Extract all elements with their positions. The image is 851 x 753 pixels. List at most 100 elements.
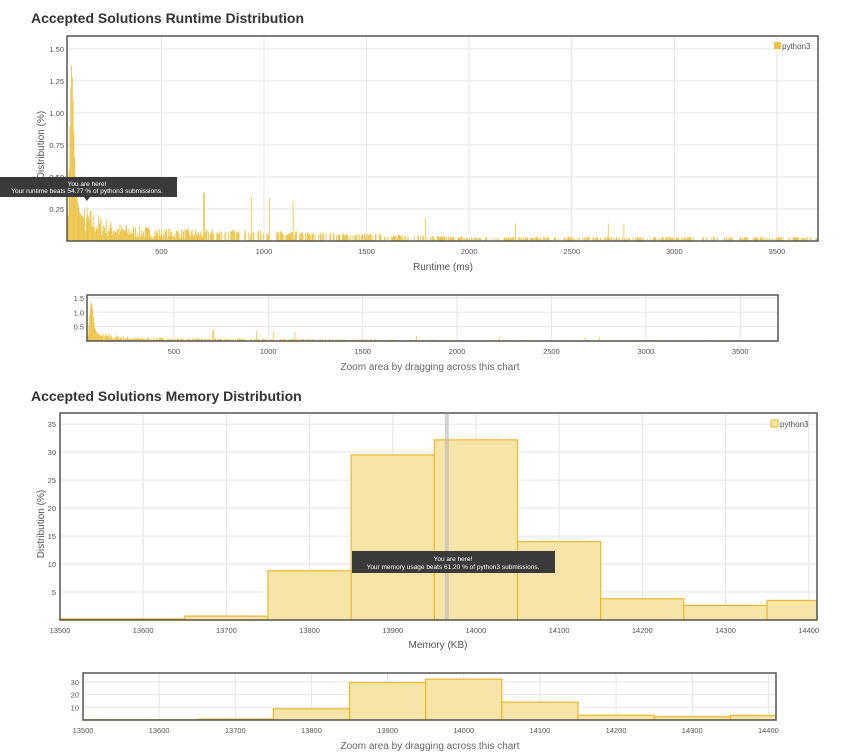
- runtime-bar: [505, 237, 507, 241]
- runtime-bar: [119, 224, 121, 241]
- runtime-bar: [429, 236, 431, 241]
- runtime-bar: [130, 233, 132, 241]
- runtime-bar: [299, 232, 301, 241]
- runtime-bar: [345, 234, 347, 241]
- runtime-bar: [361, 235, 363, 241]
- runtime-bar: [724, 237, 726, 241]
- runtime-bar: [109, 337, 111, 341]
- runtime-bar: [370, 234, 372, 241]
- runtime-bar: [639, 237, 641, 241]
- runtime-bar: [745, 237, 747, 241]
- runtime-bar: [281, 232, 283, 241]
- runtime-bar: [605, 237, 607, 241]
- runtime-bar: [125, 228, 127, 241]
- runtime-bar: [135, 337, 137, 341]
- runtime-bar: [211, 231, 213, 241]
- memory-bar: [425, 678, 503, 721]
- runtime-bar: [253, 231, 255, 241]
- runtime-bar: [570, 236, 572, 241]
- runtime-bar: [284, 339, 285, 341]
- runtime-bar: [144, 227, 146, 241]
- runtime-bar: [189, 339, 191, 341]
- runtime-bar: [111, 228, 113, 241]
- runtime-bar: [779, 237, 781, 241]
- runtime-bar: [197, 232, 199, 241]
- runtime-bar: [233, 232, 235, 241]
- runtime-bar: [777, 237, 779, 241]
- runtime-navigator-chart[interactable]: 0.5 1.0 1.5 500 1000 1500 2000 2500 3000 3500 Zo…: [0, 290, 851, 373]
- runtime-bar: [608, 238, 610, 241]
- runtime-y-tick-label: 0.25: [49, 205, 64, 214]
- runtime-bar: [267, 339, 269, 341]
- memory-x-tick-label: 14100: [549, 626, 570, 635]
- runtime-x-tick-label: 1000: [256, 247, 273, 256]
- runtime-bar: [479, 237, 481, 241]
- runtime-bar: [678, 238, 680, 241]
- runtime-bar: [599, 238, 601, 241]
- runtime-bar: [540, 238, 542, 241]
- runtime-bar: [439, 237, 441, 241]
- runtime-bar: [147, 337, 149, 341]
- runtime-legend-label: python3: [782, 42, 811, 51]
- runtime-bar: [306, 339, 307, 341]
- runtime-bar: [182, 338, 184, 341]
- runtime-bar: [190, 236, 191, 241]
- runtime-bar: [801, 238, 803, 241]
- runtime-bar: [117, 335, 119, 341]
- runtime-y-axis-label: Distribution (%): [36, 111, 47, 179]
- runtime-bar: [285, 235, 287, 241]
- memory-x-tick-label: 13500: [73, 726, 94, 735]
- runtime-bar: [329, 234, 331, 241]
- runtime-bar: [290, 233, 292, 241]
- runtime-bar: [340, 339, 342, 341]
- memory-bar: [350, 454, 435, 621]
- runtime-bar: [343, 339, 344, 341]
- runtime-bar: [438, 237, 440, 241]
- runtime-bar: [179, 338, 181, 341]
- runtime-bar: [671, 238, 672, 241]
- runtime-bar: [114, 231, 116, 241]
- runtime-bar: [114, 338, 116, 341]
- memory-legend[interactable]: python3: [770, 419, 809, 429]
- runtime-chart[interactable]: 0.250.500.751.001.251.50 500100015002000…: [0, 0, 851, 285]
- runtime-bar: [508, 237, 510, 241]
- runtime-bar: [104, 228, 106, 241]
- runtime-bar: [573, 237, 575, 241]
- runtime-bar: [730, 238, 732, 241]
- runtime-bar: [729, 237, 731, 241]
- runtime-bar: [354, 235, 356, 241]
- runtime-bar: [253, 339, 255, 341]
- runtime-bar: [93, 316, 94, 341]
- runtime-bar: [302, 233, 304, 241]
- runtime-bar: [319, 232, 321, 241]
- memory-navigator-chart[interactable]: 10 20 30 13500 13600 13700 13800 13900 14000 141…: [0, 670, 851, 752]
- runtime-bar: [638, 237, 640, 241]
- runtime-bar: [662, 237, 663, 241]
- runtime-bar: [624, 238, 626, 241]
- runtime-bar: [256, 331, 257, 341]
- runtime-bar: [155, 230, 157, 241]
- runtime-bar: [216, 232, 218, 241]
- runtime-bar: [329, 339, 331, 341]
- runtime-legend[interactable]: python3: [774, 42, 811, 51]
- runtime-bar: [492, 238, 493, 241]
- runtime-bar: [451, 238, 453, 241]
- runtime-bar: [218, 339, 220, 341]
- runtime-bar: [127, 228, 129, 241]
- runtime-bar: [231, 339, 232, 341]
- runtime-bar: [138, 237, 140, 241]
- memory-y-tick-label: 20: [71, 691, 79, 700]
- runtime-bar: [401, 235, 403, 241]
- memory-navigator-frame: [82, 672, 777, 721]
- runtime-bar: [341, 234, 343, 241]
- runtime-bar: [467, 238, 469, 241]
- runtime-bar: [810, 236, 812, 241]
- runtime-bar: [181, 338, 183, 341]
- runtime-bar: [533, 237, 535, 241]
- runtime-bar: [158, 228, 160, 241]
- runtime-bar: [717, 237, 718, 241]
- memory-grid: [59, 413, 817, 620]
- runtime-bar: [609, 237, 611, 241]
- runtime-bar: [669, 236, 671, 241]
